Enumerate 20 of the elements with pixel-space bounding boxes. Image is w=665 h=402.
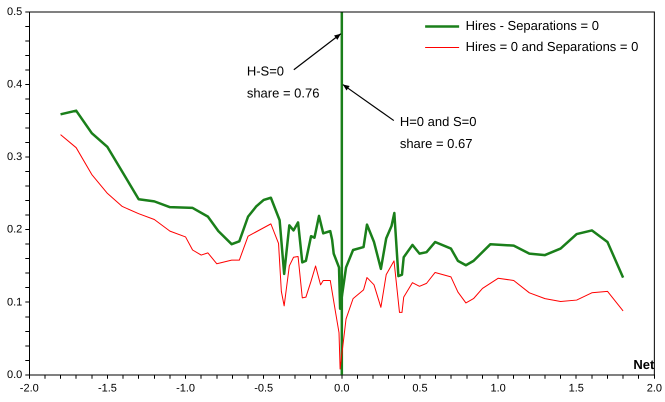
x-tick-label: -1.0: [176, 382, 196, 394]
y-tick-label: 0.3: [6, 151, 22, 164]
x-tick-label: -2.0: [20, 382, 39, 394]
annotation: H-S=0 share = 0.76: [246, 63, 320, 100]
y-tick-label: 0.5: [6, 6, 22, 18]
x-tick-label: 0.0: [334, 382, 350, 394]
annotation: H=0 and S=0 share = 0.67: [400, 114, 476, 152]
x-axis-title: Net: [633, 356, 656, 372]
x-tick-label: 1.5: [568, 382, 584, 394]
legend-label: Hires - Separations = 0: [466, 18, 599, 34]
y-tick-label: 0.0: [6, 368, 22, 381]
legend-label: Hires = 0 and Separations = 0: [466, 39, 638, 54]
x-tick-label: -0.5: [254, 382, 274, 394]
x-tick-label: 0.5: [412, 382, 428, 394]
y-tick-label: 0.2: [6, 224, 22, 236]
x-tick-label: 1.0: [490, 382, 506, 394]
y-tick-label: 0.1: [6, 296, 22, 308]
y-tick-label: 0.4: [6, 78, 22, 91]
x-tick-label: 2.0: [646, 382, 662, 394]
x-tick-label: -1.5: [98, 382, 117, 394]
